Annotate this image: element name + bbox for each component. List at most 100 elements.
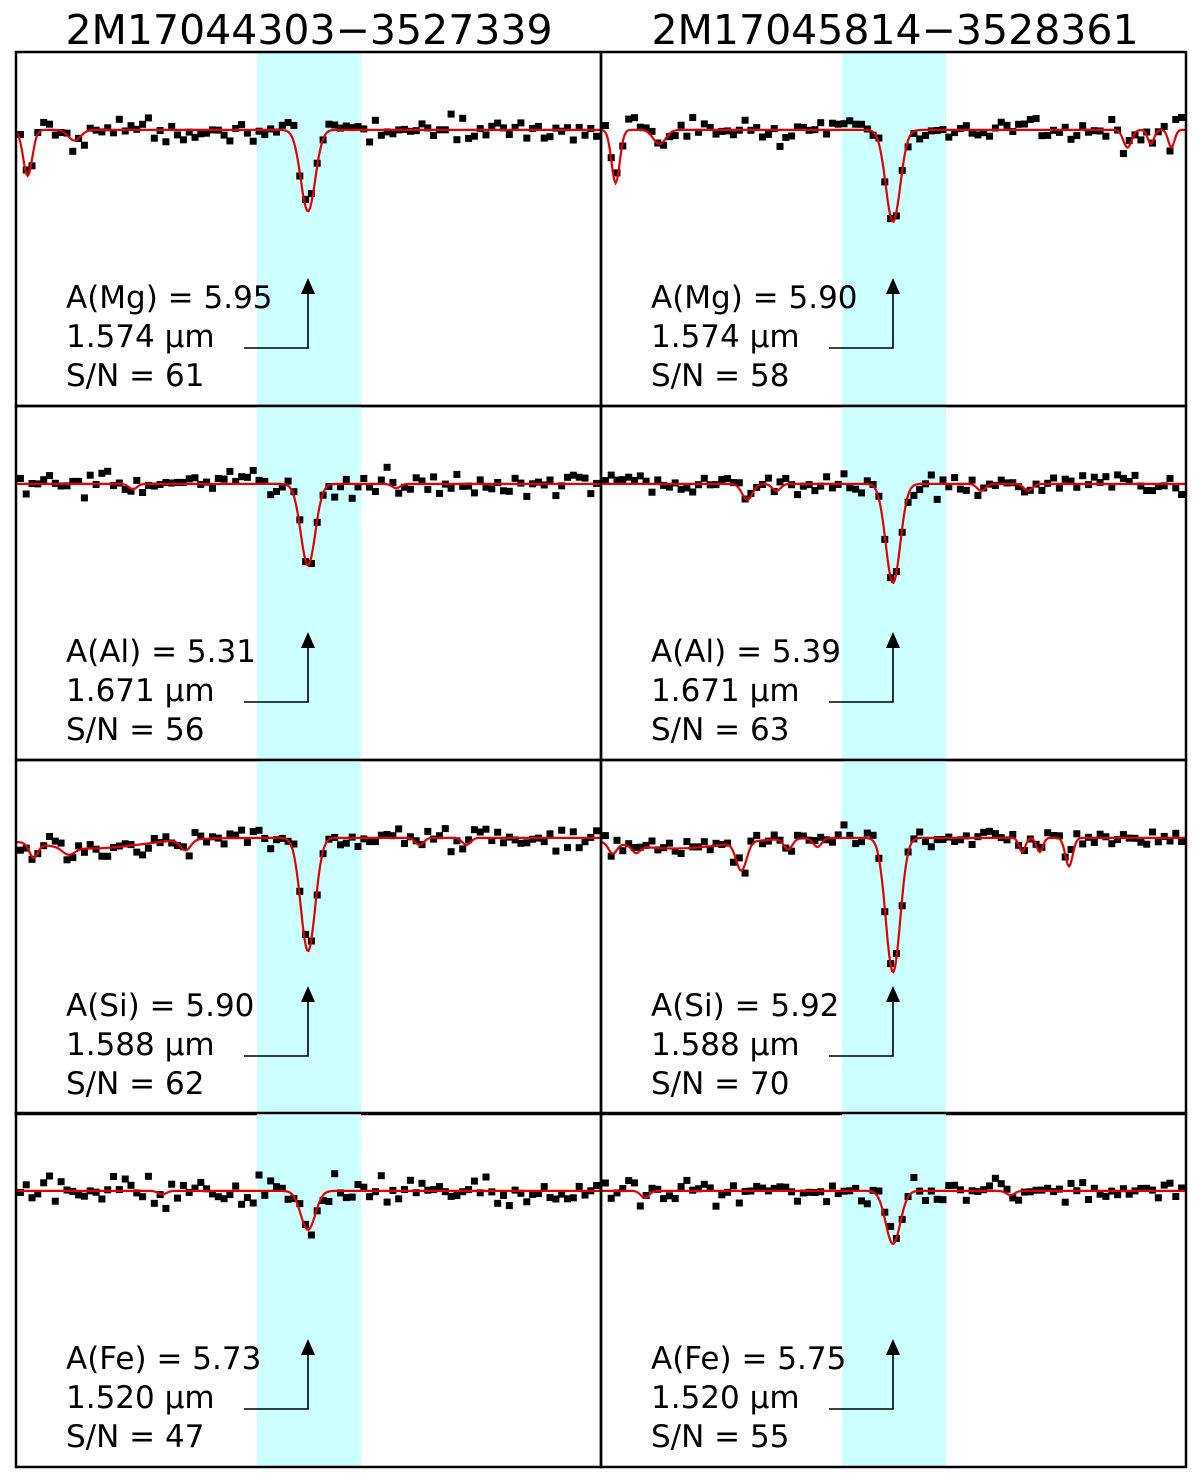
data-point bbox=[735, 854, 743, 862]
data-point bbox=[753, 1182, 761, 1190]
data-point bbox=[40, 476, 48, 484]
data-point bbox=[1160, 1181, 1168, 1189]
data-point bbox=[997, 118, 1005, 126]
data-point bbox=[371, 838, 379, 846]
data-point bbox=[348, 1193, 356, 1201]
data-point bbox=[706, 1184, 714, 1192]
data-point bbox=[337, 1189, 344, 1197]
data-point bbox=[220, 131, 228, 139]
data-point bbox=[249, 828, 257, 836]
data-point bbox=[552, 847, 560, 855]
data-point bbox=[232, 124, 240, 132]
data-point bbox=[505, 1202, 513, 1210]
data-point bbox=[1009, 1194, 1017, 1202]
arrow-up-icon bbox=[886, 986, 900, 1002]
data-point bbox=[366, 838, 374, 846]
data-point bbox=[593, 827, 601, 835]
data-point bbox=[1131, 471, 1139, 479]
data-point bbox=[677, 1183, 685, 1191]
line-pointer bbox=[829, 292, 894, 349]
data-point bbox=[828, 119, 836, 127]
data-point bbox=[564, 124, 571, 132]
data-point bbox=[619, 476, 627, 484]
data-point bbox=[753, 831, 761, 839]
abundance-label: A(Si) = 5.92 bbox=[651, 988, 839, 1024]
data-point bbox=[875, 134, 883, 142]
data-point bbox=[1015, 483, 1023, 491]
panel-fe-left: A(Fe) = 5.731.520 μmS/N = 47 bbox=[14, 1111, 603, 1469]
data-point bbox=[1154, 838, 1162, 846]
data-point bbox=[168, 839, 176, 847]
data-point bbox=[139, 489, 147, 496]
data-point bbox=[1055, 484, 1063, 492]
data-point bbox=[98, 469, 106, 477]
data-point bbox=[482, 131, 490, 139]
data-point bbox=[1172, 1193, 1180, 1200]
data-point bbox=[735, 479, 743, 487]
data-point bbox=[46, 472, 53, 480]
data-point bbox=[342, 475, 350, 483]
data-point bbox=[430, 132, 438, 139]
data-point bbox=[401, 483, 408, 491]
data-point bbox=[80, 141, 88, 149]
data-point bbox=[226, 830, 234, 838]
abundance-label: A(Si) = 5.90 bbox=[66, 988, 254, 1024]
arrow-up-icon bbox=[886, 632, 900, 648]
data-point bbox=[665, 1192, 673, 1200]
line-window-band bbox=[842, 760, 946, 1114]
data-point bbox=[799, 482, 807, 490]
data-point bbox=[846, 484, 854, 492]
data-point bbox=[735, 1199, 743, 1207]
data-point bbox=[342, 122, 350, 130]
data-point bbox=[447, 848, 455, 856]
data-point bbox=[782, 133, 790, 141]
data-point bbox=[1137, 482, 1145, 490]
data-point bbox=[366, 1193, 374, 1201]
data-point bbox=[197, 832, 205, 840]
data-point bbox=[706, 846, 714, 854]
data-point bbox=[104, 852, 112, 860]
data-point bbox=[1143, 1184, 1151, 1192]
data-point bbox=[683, 132, 691, 140]
data-point bbox=[57, 1178, 65, 1186]
data-point bbox=[587, 490, 595, 498]
data-point bbox=[57, 482, 65, 490]
data-point bbox=[80, 1192, 88, 1200]
data-point bbox=[980, 1186, 988, 1194]
data-point bbox=[51, 1197, 59, 1205]
data-point bbox=[729, 479, 737, 487]
data-point bbox=[569, 1194, 577, 1202]
data-point bbox=[1061, 475, 1069, 483]
data-point bbox=[671, 132, 679, 140]
data-point bbox=[354, 123, 362, 131]
data-point bbox=[191, 133, 199, 141]
data-point bbox=[700, 1180, 708, 1188]
data-point bbox=[986, 132, 993, 140]
data-point bbox=[945, 1182, 953, 1189]
data-point bbox=[904, 143, 912, 151]
data-point bbox=[337, 124, 344, 132]
data-point bbox=[852, 840, 860, 848]
data-point bbox=[852, 1184, 860, 1192]
data-point bbox=[430, 1186, 438, 1194]
data-point bbox=[418, 477, 426, 485]
data-point bbox=[63, 129, 71, 137]
data-point bbox=[447, 1192, 455, 1200]
data-point bbox=[1055, 128, 1063, 136]
data-point bbox=[770, 1184, 778, 1192]
data-point bbox=[470, 826, 478, 834]
data-point bbox=[436, 489, 443, 497]
abundance-label: A(Al) = 5.39 bbox=[651, 634, 841, 670]
data-point bbox=[683, 484, 691, 492]
line-pointer bbox=[829, 646, 894, 703]
data-point bbox=[540, 1183, 548, 1191]
data-point bbox=[834, 120, 842, 128]
data-point bbox=[962, 1196, 970, 1204]
panel-frame bbox=[599, 1111, 1188, 1469]
data-point bbox=[581, 131, 589, 139]
data-point bbox=[951, 838, 959, 845]
data-point bbox=[540, 838, 548, 846]
data-point bbox=[1143, 128, 1151, 136]
data-point bbox=[28, 855, 36, 863]
data-point bbox=[16, 131, 24, 138]
